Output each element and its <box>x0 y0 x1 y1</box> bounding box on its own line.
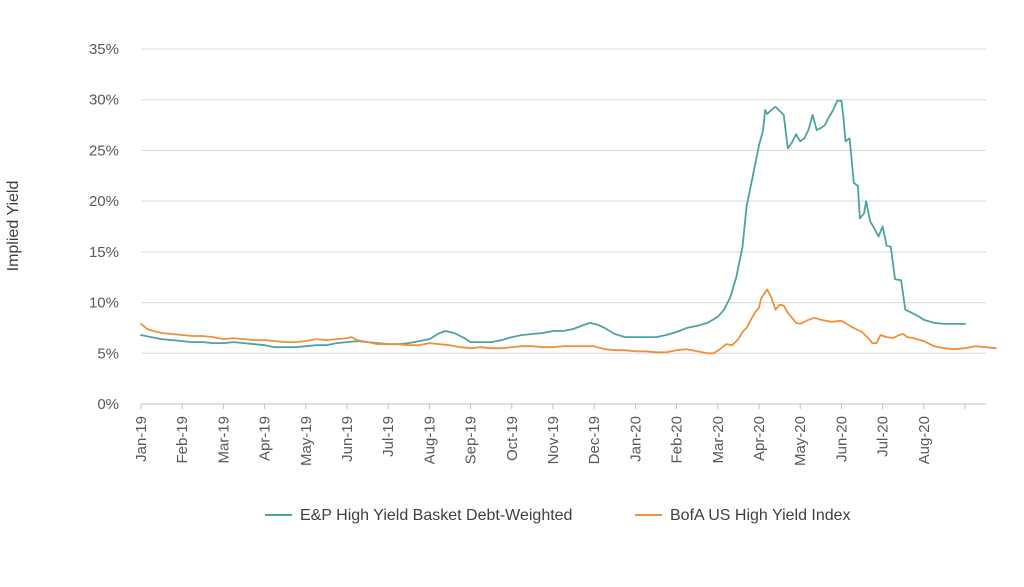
y-axis-ticks: 0% 5% 10% 15% 20% 25% 30% 35% <box>89 41 119 413</box>
x-tick-label: Oct-19 <box>504 416 521 461</box>
y-axis-title: Implied Yield <box>5 181 22 272</box>
x-tick-label: Feb-19 <box>174 416 191 464</box>
y-tick-label: 15% <box>89 244 119 261</box>
x-tick-label: Jan-20 <box>627 416 644 462</box>
x-tick-label: Dec-19 <box>586 416 603 464</box>
x-tick-label: Jun-20 <box>833 416 850 462</box>
y-tick-label: 35% <box>89 41 119 58</box>
x-tick-label: Sep-19 <box>463 416 480 464</box>
x-tick-label: Feb-20 <box>669 416 686 464</box>
x-tick-label: Aug-19 <box>421 416 438 464</box>
series-line-bofa-high-yield <box>140 288 997 355</box>
x-tick-label: Apr-19 <box>257 416 274 461</box>
legend: E&P High Yield Basket Debt-Weighted BofA… <box>265 507 851 524</box>
x-tick-label: Jul-19 <box>380 416 397 457</box>
y-tick-label: 0% <box>97 396 119 413</box>
x-tick-label: Jul-20 <box>875 416 892 457</box>
x-tick-label: Jun-19 <box>339 416 356 462</box>
y-tick-label: 25% <box>89 142 119 159</box>
x-axis-ticks: Jan-19 Feb-19 Mar-19 Apr-19 May-19 Jun-19 Jul-… <box>133 404 966 466</box>
y-tick-label: 5% <box>97 345 119 362</box>
series-lines <box>140 99 997 355</box>
x-tick-label: May-20 <box>792 416 809 466</box>
x-tick-label: Mar-20 <box>710 416 727 464</box>
legend-label-bofa-high-yield: BofA US High Yield Index <box>670 507 851 524</box>
series-line-ep-high-yield <box>140 99 966 349</box>
gridlines <box>141 48 986 405</box>
x-tick-label: Apr-20 <box>751 416 768 461</box>
x-tick-label: May-19 <box>298 416 315 466</box>
y-tick-label: 10% <box>89 295 119 312</box>
x-tick-label: Mar-19 <box>215 416 232 464</box>
y-tick-label: 30% <box>89 92 119 109</box>
legend-label-ep-high-yield: E&P High Yield Basket Debt-Weighted <box>300 507 572 524</box>
x-tick-label: Nov-19 <box>545 416 562 464</box>
y-tick-label: 20% <box>89 193 119 210</box>
x-tick-label: Jan-19 <box>133 416 150 462</box>
x-tick-label: Aug-20 <box>916 416 933 464</box>
